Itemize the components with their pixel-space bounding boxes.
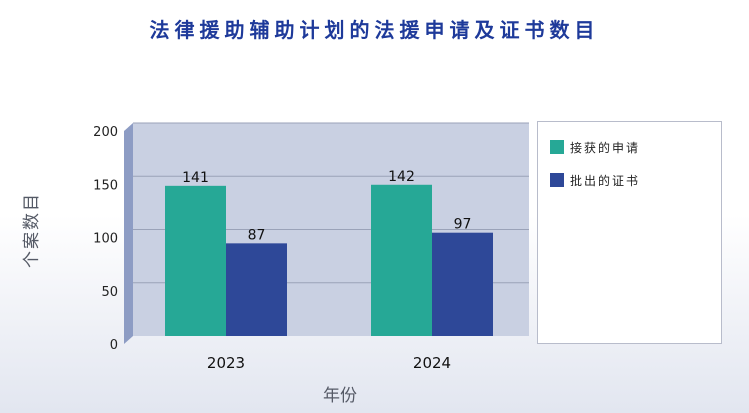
x-tick-label-2024: 2024 <box>413 354 451 372</box>
y-tick-label-200: 200 <box>93 125 118 140</box>
data-label-2023-certificates: 87 <box>248 227 266 243</box>
bar-2024-applications <box>371 184 432 336</box>
x-tick-label-2023: 2023 <box>207 354 245 372</box>
legend-swatch-certificates <box>550 173 564 187</box>
data-label-2024-applications: 142 <box>388 169 415 185</box>
chart-title: 法律援助辅助计划的法援申请及证书数目 <box>149 18 600 42</box>
y-tick-label-150: 150 <box>93 178 118 193</box>
x-axis-label: 年份 <box>323 386 357 406</box>
legend-label-certificates: 批出的证书 <box>570 174 641 188</box>
legend-swatch-applications <box>550 140 564 154</box>
y-tick-label-100: 100 <box>93 232 118 247</box>
data-label-2023-applications: 141 <box>182 170 209 186</box>
bar-2024-certificates <box>432 232 493 336</box>
legend-label-applications: 接获的申请 <box>570 141 641 155</box>
y-tick-label-50: 50 <box>101 285 118 300</box>
data-label-2024-certificates: 97 <box>454 217 472 233</box>
plot-side-wall <box>124 123 133 344</box>
legend: 接获的申请 批出的证书 <box>537 121 722 344</box>
y-tick-label-0: 0 <box>110 338 118 353</box>
bar-2023-applications <box>165 185 226 336</box>
bar-2023-certificates <box>226 243 287 336</box>
